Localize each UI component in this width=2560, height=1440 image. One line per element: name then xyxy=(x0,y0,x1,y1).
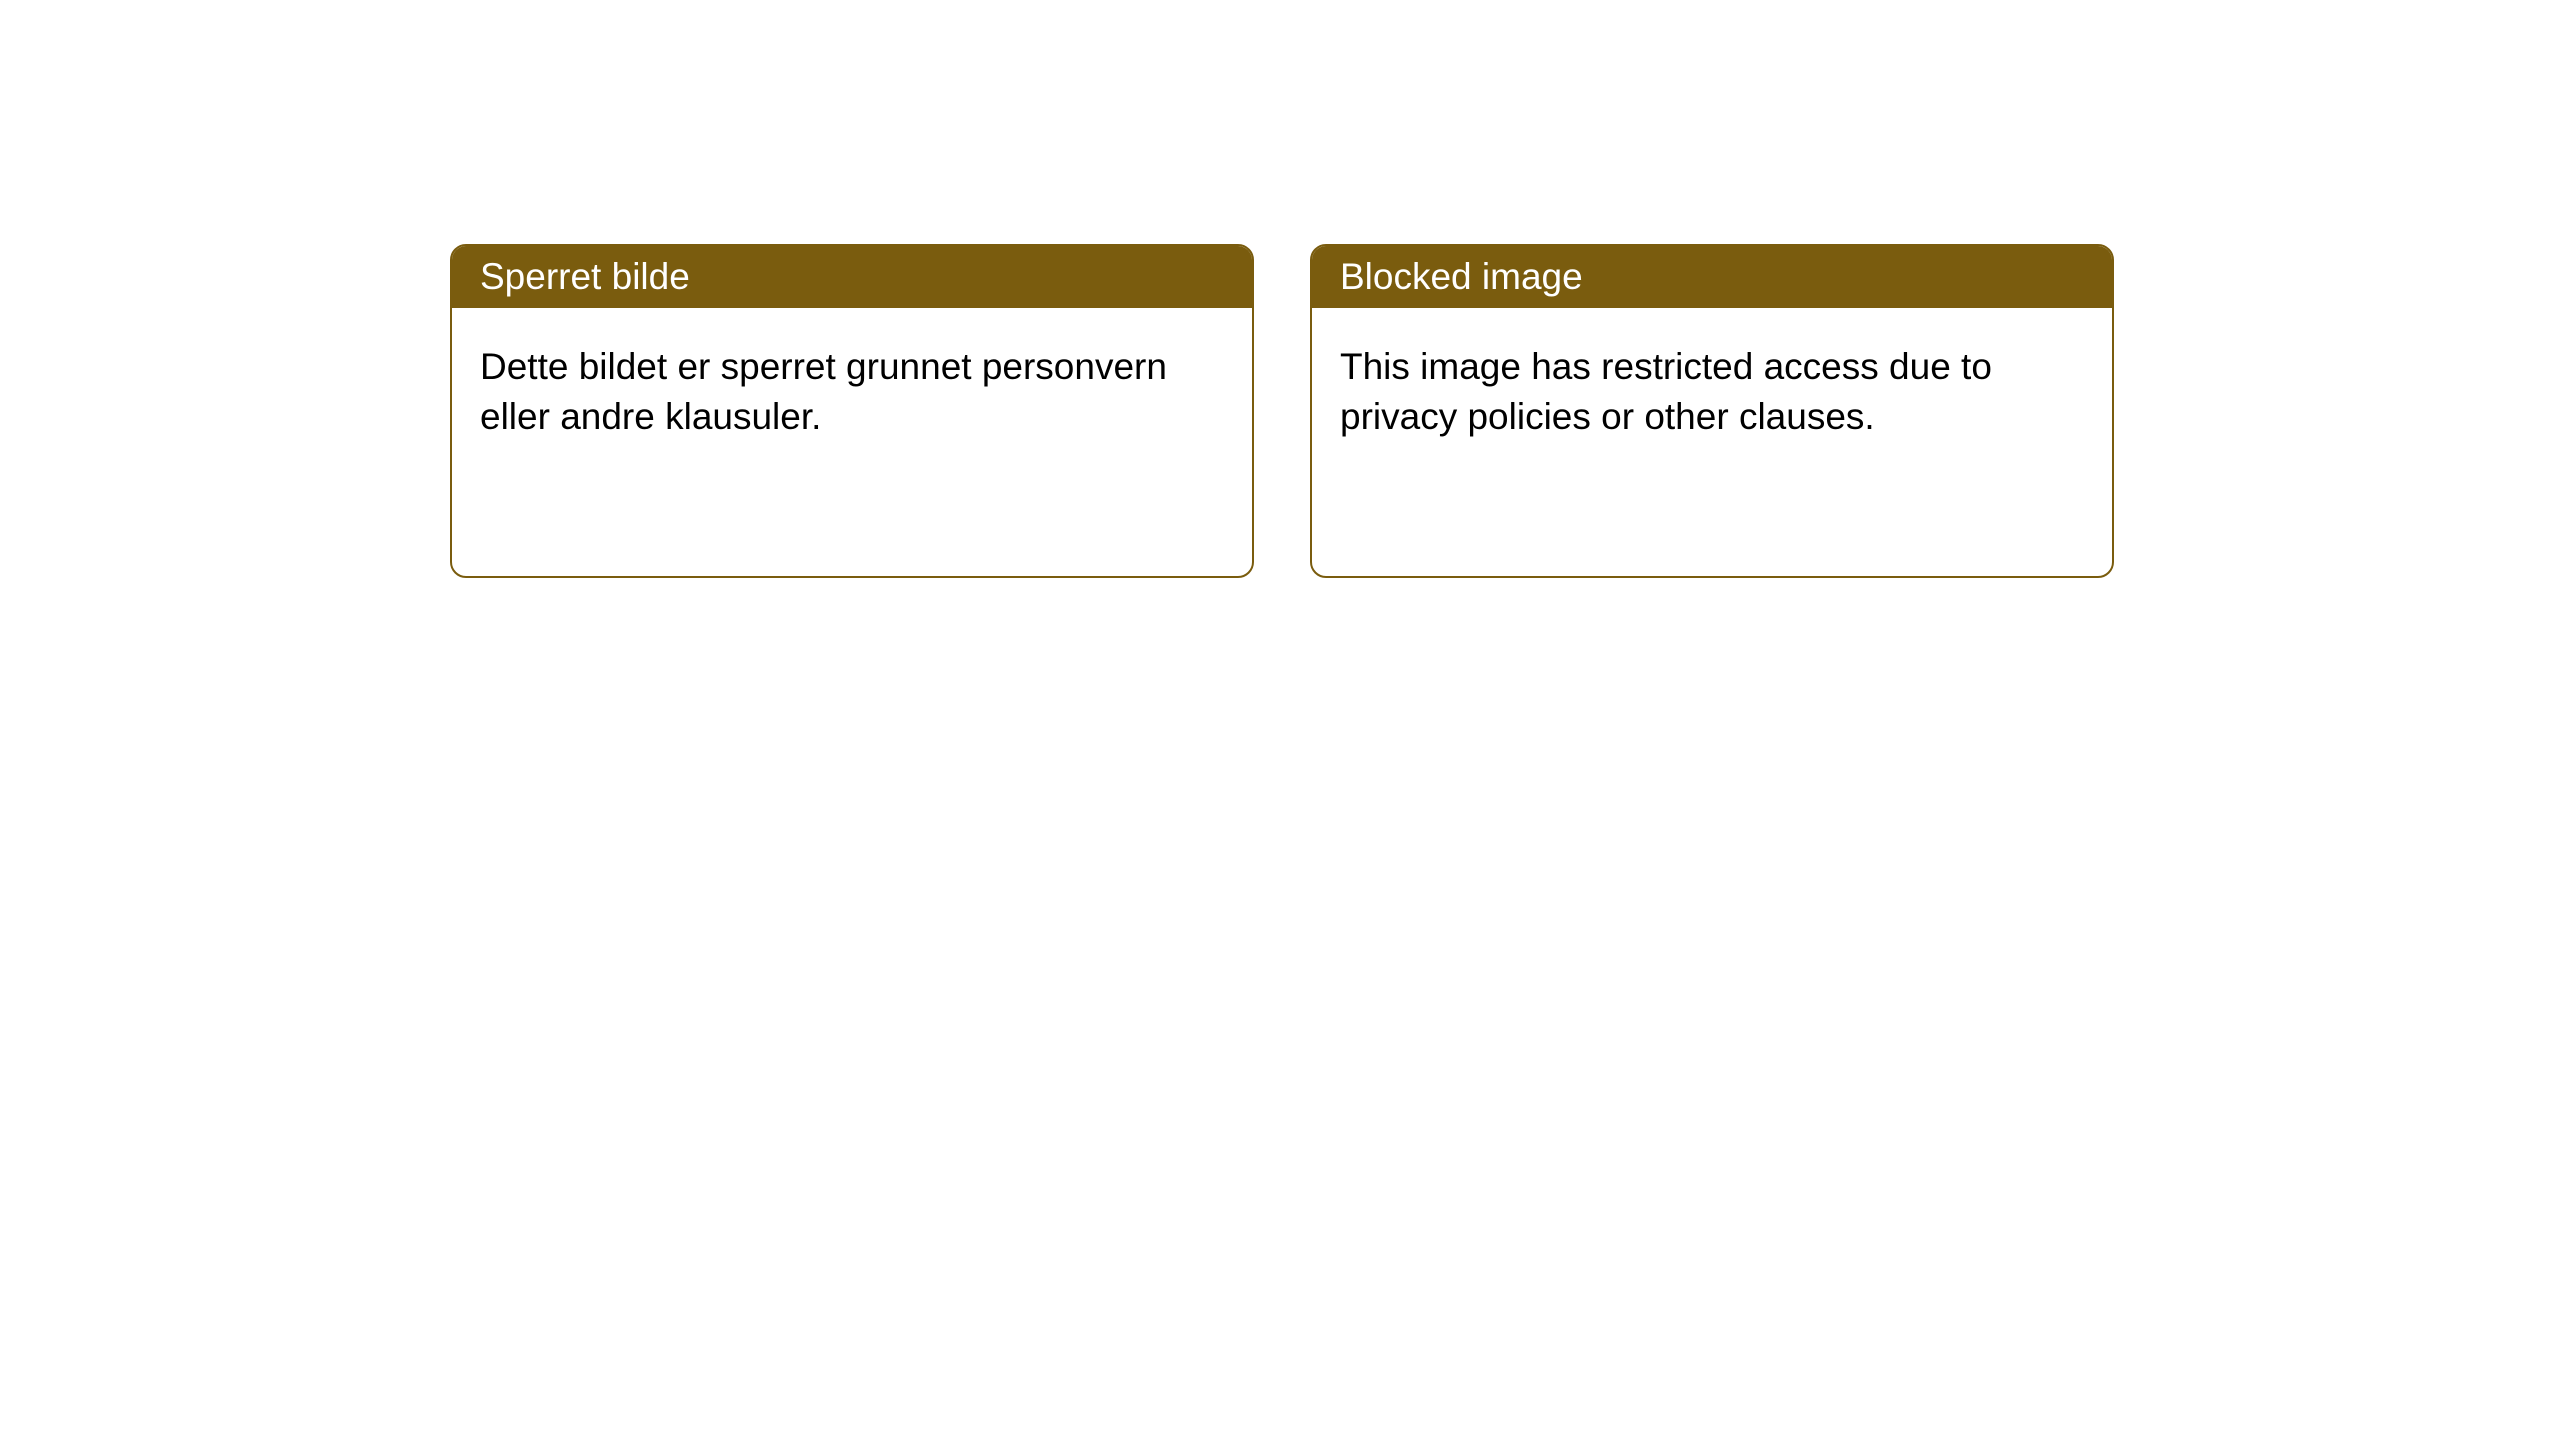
card-title: Sperret bilde xyxy=(480,256,690,297)
notice-cards-row: Sperret bilde Dette bildet er sperret gr… xyxy=(450,244,2114,578)
card-header: Sperret bilde xyxy=(452,246,1252,308)
card-body-text: This image has restricted access due to … xyxy=(1340,346,1992,437)
card-body: This image has restricted access due to … xyxy=(1312,308,2112,476)
card-header: Blocked image xyxy=(1312,246,2112,308)
card-body: Dette bildet er sperret grunnet personve… xyxy=(452,308,1252,476)
blocked-image-card-no: Sperret bilde Dette bildet er sperret gr… xyxy=(450,244,1254,578)
blocked-image-card-en: Blocked image This image has restricted … xyxy=(1310,244,2114,578)
card-title: Blocked image xyxy=(1340,256,1583,297)
card-body-text: Dette bildet er sperret grunnet personve… xyxy=(480,346,1167,437)
